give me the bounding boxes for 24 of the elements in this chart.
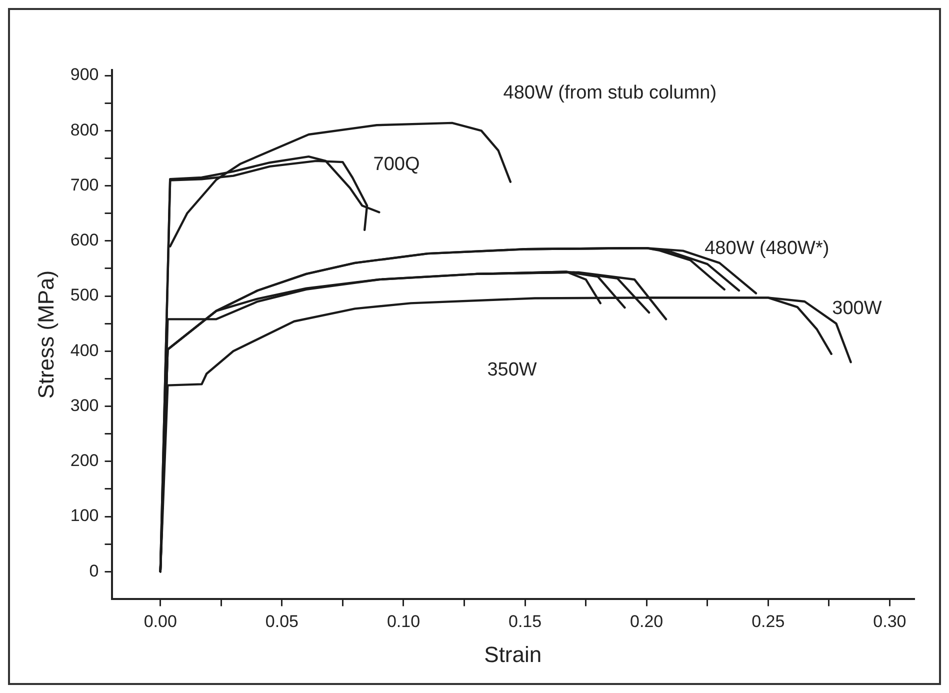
- x-tick-label: 0.30: [873, 612, 906, 632]
- x-tick-label: 0.25: [752, 612, 785, 632]
- y-tick-label: 200: [70, 451, 99, 470]
- x-tick-label: 0.10: [386, 612, 420, 632]
- y-tick-label: 100: [70, 506, 99, 526]
- y-tick-label: 500: [70, 286, 99, 305]
- y-tick-label: 400: [70, 340, 99, 360]
- x-axis-title: Strain: [484, 642, 542, 667]
- y-tick-label: 600: [70, 230, 99, 250]
- x-tick-label: 0.20: [630, 612, 664, 632]
- x-tick-label: 0.00: [144, 612, 177, 632]
- x-tick-label: 0.05: [265, 612, 298, 632]
- y-tick-label: 900: [70, 65, 99, 84]
- y-tick-label: 700: [70, 175, 99, 194]
- annotation: 300W: [832, 298, 882, 319]
- y-tick-label: 300: [70, 396, 99, 415]
- annotation: 480W (480W*): [704, 238, 830, 260]
- y-tick-label: 800: [70, 120, 99, 140]
- annotation: 480W (from stub column): [503, 82, 717, 104]
- x-tick-label: 0.15: [508, 612, 542, 632]
- annotation: 350W: [487, 359, 537, 380]
- y-tick-label: 0: [89, 561, 99, 580]
- y-axis-title: Stress (MPa): [33, 270, 58, 399]
- annotation: 700Q: [373, 154, 420, 175]
